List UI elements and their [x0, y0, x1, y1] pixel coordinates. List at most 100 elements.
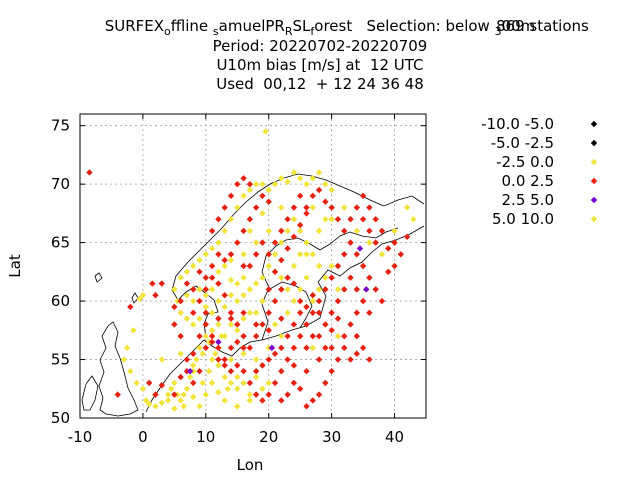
data-point-series-3 — [183, 280, 191, 287]
data-point-series-2 — [271, 321, 279, 328]
data-point-series-2 — [278, 332, 285, 340]
data-point-series-3 — [152, 391, 159, 398]
data-point-series-3 — [208, 262, 216, 270]
data-point-series-2 — [278, 274, 285, 281]
data-point-series-3 — [290, 280, 298, 287]
data-point-series-2 — [234, 403, 241, 410]
data-point-series-2 — [196, 344, 203, 352]
data-point-series-3 — [385, 268, 392, 276]
data-point-series-3 — [353, 350, 360, 357]
data-point-series-2 — [158, 356, 165, 363]
data-point-series-2 — [208, 286, 216, 293]
data-point-series-2 — [142, 397, 150, 404]
data-point-series-2 — [309, 251, 316, 258]
data-point-series-3 — [290, 362, 298, 369]
data-point-series-2 — [322, 180, 329, 188]
chart-title-period: Period: 20220702-20220709 — [212, 37, 428, 55]
data-point-series-3 — [328, 204, 335, 211]
data-point-series-3 — [190, 350, 197, 357]
data-point-series-2 — [177, 350, 184, 357]
data-point-series-2 — [290, 216, 298, 223]
data-point-series-3 — [215, 216, 222, 223]
data-point-series-2 — [202, 391, 210, 398]
data-point-series-2 — [265, 186, 272, 194]
data-point-series-2 — [171, 379, 178, 387]
data-point-series-2 — [284, 286, 291, 293]
data-point-series-3 — [309, 292, 316, 299]
data-point-series-3 — [259, 239, 266, 246]
data-point-series-2 — [196, 315, 203, 322]
data-point-series-2 — [177, 309, 184, 316]
data-point-series-3 — [296, 332, 304, 340]
data-point-series-3 — [221, 362, 228, 369]
data-point-series-2 — [278, 175, 285, 182]
data-point-series-3 — [328, 309, 335, 316]
data-point-series-2 — [246, 227, 254, 235]
data-point-series-3 — [322, 344, 329, 352]
data-point-series-3 — [290, 233, 298, 240]
x-tick-label: 0 — [138, 428, 148, 446]
data-point-series-2 — [221, 303, 228, 311]
y-tick-label: 55 — [51, 351, 70, 369]
data-point-series-2 — [284, 309, 291, 316]
data-point-series-3 — [234, 239, 241, 246]
data-point-series-3 — [234, 338, 241, 346]
data-point-series-2 — [183, 315, 191, 322]
data-point-series-3 — [359, 344, 367, 352]
data-point-series-2 — [199, 350, 206, 357]
coastline-ireland — [81, 375, 99, 411]
data-point-series-5 — [164, 397, 172, 404]
data-point-series-3 — [385, 245, 392, 252]
data-point-series-5 — [224, 385, 232, 392]
data-point-series-2 — [208, 379, 216, 387]
data-point-series-3 — [252, 251, 260, 258]
data-point-series-2 — [296, 175, 304, 182]
data-point-series-3 — [309, 309, 316, 316]
data-point-series-2 — [403, 204, 411, 211]
data-point-series-3 — [334, 216, 342, 223]
coastline-faroe — [94, 272, 103, 283]
data-point-series-5 — [171, 405, 178, 412]
data-point-series-2 — [315, 262, 323, 270]
data-point-series-3 — [202, 344, 210, 352]
data-point-series-2 — [177, 274, 184, 281]
data-point-series-3 — [296, 309, 304, 316]
data-point-series-3 — [315, 297, 323, 305]
data-point-series-3 — [278, 368, 285, 375]
data-point-series-5 — [234, 373, 241, 381]
data-point-series-2 — [240, 350, 247, 357]
data-point-series-3 — [127, 303, 134, 311]
data-point-series-2 — [259, 385, 266, 392]
data-point-series-3 — [190, 286, 197, 293]
data-point-series-3 — [221, 292, 228, 299]
legend-label: 5.0 10.0 — [492, 210, 554, 228]
data-point-series-3 — [252, 368, 260, 375]
data-point-series-3 — [347, 356, 354, 363]
data-point-series-3 — [190, 309, 197, 316]
data-point-series-3 — [315, 332, 323, 340]
data-point-series-3 — [177, 297, 184, 305]
data-point-series-3 — [190, 379, 197, 387]
data-point-series-3 — [278, 286, 285, 293]
data-point-series-2 — [240, 292, 247, 299]
data-point-series-2 — [215, 362, 222, 369]
data-point-series-3 — [202, 286, 210, 293]
data-point-series-3 — [221, 256, 228, 264]
data-point-series-3 — [171, 303, 178, 311]
data-point-series-2 — [303, 274, 310, 281]
data-point-series-3 — [86, 169, 93, 176]
data-point-series-3 — [208, 227, 216, 235]
data-point-series-2 — [215, 389, 222, 396]
data-point-series-2 — [410, 216, 417, 223]
data-point-series-3 — [278, 256, 285, 264]
data-point-series-5 — [190, 362, 197, 369]
data-point-series-3 — [366, 204, 373, 211]
legend-marker — [590, 120, 598, 128]
data-point-series-3 — [171, 321, 178, 328]
data-point-series-3 — [315, 391, 323, 398]
legend-label: -2.5 0.0 — [496, 153, 554, 171]
data-point-series-2 — [284, 178, 291, 186]
data-point-series-2 — [196, 403, 203, 410]
data-point-series-3 — [391, 262, 398, 270]
data-point-series-3 — [328, 344, 335, 352]
